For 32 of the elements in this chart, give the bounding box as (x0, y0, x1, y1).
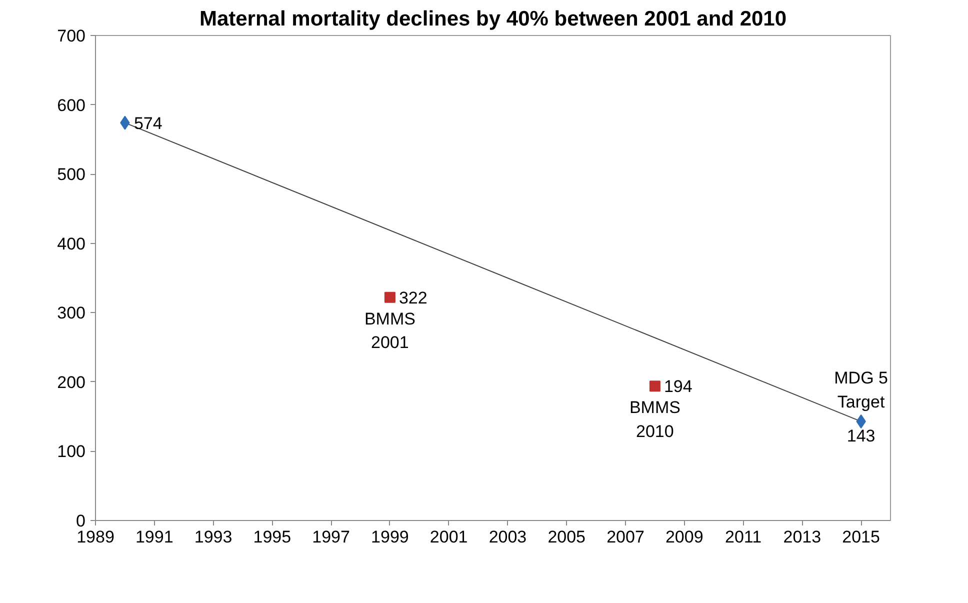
y-tick-label: 300 (57, 304, 86, 323)
x-tick-label: 2011 (725, 528, 762, 546)
x-tick-label: 2007 (606, 528, 644, 546)
data-label: 194 (664, 377, 692, 396)
x-tick-label: 2001 (430, 528, 468, 546)
y-tick-label: 200 (57, 372, 86, 392)
y-tick-label: 600 (57, 96, 86, 115)
x-tick-label: 1989 (76, 528, 114, 546)
y-tick-label: 700 (57, 26, 86, 46)
data-label: 143 (846, 426, 876, 446)
x-tick-label: 2009 (665, 528, 704, 546)
x-tick-label: 1999 (371, 528, 409, 546)
chart-title: Maternal mortality declines by 40% between 2001 and 2010 (199, 8, 787, 30)
x-tick-label: 1991 (135, 528, 174, 546)
x-tick-label: 1997 (312, 528, 350, 546)
annotation: BMMS 2010 (629, 398, 680, 441)
x-tick-label: 1993 (194, 528, 232, 546)
y-tick-label: 100 (57, 442, 86, 462)
x-tick-label: 2013 (783, 528, 822, 546)
y-tick-label: 500 (57, 165, 86, 184)
y-tick-label: 400 (57, 234, 86, 254)
x-tick-label: 2003 (488, 528, 527, 546)
x-tick-label: 2015 (842, 528, 880, 546)
annotation: BMMS 2001 (364, 309, 416, 352)
x-tick-label: 2005 (548, 528, 586, 546)
data-label: 322 (398, 288, 428, 308)
y-tick-label: 0 (76, 512, 86, 530)
point (384, 292, 396, 303)
annotation: MDG 5 Target (834, 368, 888, 412)
x-tick-label: 1995 (253, 528, 292, 546)
data-label: 574 (134, 114, 162, 133)
point (649, 380, 660, 392)
